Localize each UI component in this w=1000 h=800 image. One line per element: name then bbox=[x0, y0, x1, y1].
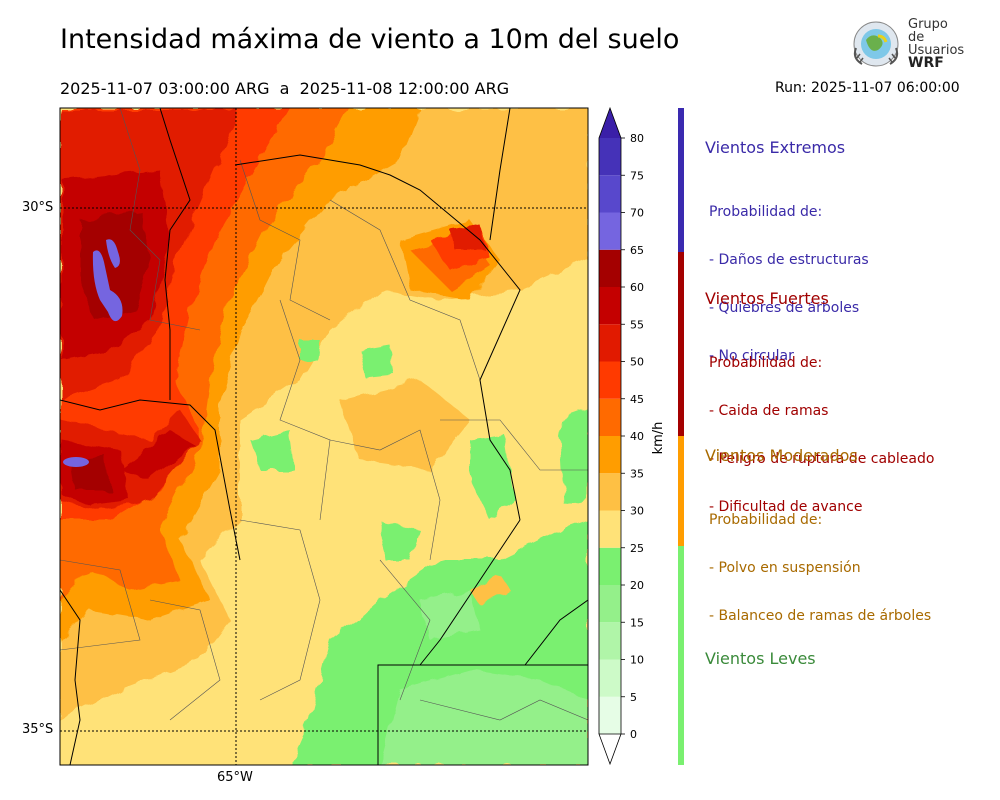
colorbar-extend-min bbox=[598, 733, 622, 766]
category-strong-body: Probabilidad de: - Caida de ramas - Peli… bbox=[709, 323, 934, 531]
logo-line-2: Usuarios bbox=[908, 43, 965, 58]
colorbar-tick-label: 10 bbox=[630, 654, 644, 667]
extreme-line: - Quiebres de árboles bbox=[709, 300, 860, 316]
colorbar-tick-label: 80 bbox=[630, 132, 644, 145]
colorbar-outline bbox=[598, 106, 622, 734]
colorbar-bin bbox=[599, 547, 621, 585]
colorbar-tick-label: 15 bbox=[630, 616, 644, 629]
map-frame bbox=[59, 107, 589, 766]
colorbar-bin bbox=[599, 212, 621, 250]
strip-moderate bbox=[678, 436, 684, 546]
extreme-line: - Daños de estructuras bbox=[709, 252, 869, 268]
category-extreme-title: Vientos Extremos bbox=[705, 138, 846, 157]
strong-line: Probabilidad de: bbox=[709, 355, 823, 371]
strip-strong bbox=[678, 252, 684, 436]
strong-line: - Caida de ramas bbox=[709, 403, 829, 419]
colorbar-tick-label: 70 bbox=[630, 207, 644, 220]
colorbar-tick-label: 40 bbox=[630, 430, 644, 443]
colorbar-bin bbox=[599, 659, 621, 697]
colorbar-tick-label: 30 bbox=[630, 505, 644, 518]
strip-extreme bbox=[678, 108, 684, 252]
colorbar-unit-label: km/h bbox=[651, 422, 666, 455]
department-boundaries bbox=[60, 108, 588, 721]
lat-label-35s: 35°S bbox=[22, 722, 54, 737]
strip-light bbox=[678, 546, 684, 765]
colorbar-bin bbox=[599, 473, 621, 511]
moderate-line: - Polvo en suspensión bbox=[709, 560, 861, 576]
colorbar-bin bbox=[599, 138, 621, 176]
colorbar-tick-label: 45 bbox=[630, 393, 644, 406]
logo-line-3: WRF bbox=[908, 55, 944, 71]
category-extreme-body: Probabilidad de: - Daños de estructuras … bbox=[709, 172, 869, 380]
run-time: Run: 2025-11-07 06:00:00 bbox=[775, 80, 960, 96]
colorbar-tick-label: 50 bbox=[630, 356, 644, 369]
strong-line: - Peligro de ruptura de cableado bbox=[709, 451, 935, 467]
forecast-period: 2025-11-07 03:00:00 ARG a 2025-11-08 12:… bbox=[60, 79, 510, 98]
lat-label-30s: 30°S bbox=[22, 200, 54, 215]
colorbar-bin bbox=[599, 249, 621, 287]
colorbar-bin bbox=[599, 585, 621, 623]
colorbar-tick-label: 55 bbox=[630, 318, 644, 331]
colorbar-tick-label: 75 bbox=[630, 169, 644, 182]
globe-logo-icon bbox=[853, 21, 899, 67]
colorbar-bin bbox=[599, 287, 621, 325]
category-strip bbox=[678, 108, 684, 765]
colorbar-bin bbox=[599, 324, 621, 362]
colorbar-tick-label: 65 bbox=[630, 244, 644, 257]
colorbar-extend-max bbox=[599, 108, 621, 138]
colorbar-tick-label: 60 bbox=[630, 281, 644, 294]
colorbar-tick-label: 25 bbox=[630, 542, 644, 555]
strong-line: - Dificultad de avance bbox=[709, 499, 863, 515]
colorbar-bin bbox=[599, 622, 621, 660]
colorbar-tick-label: 20 bbox=[630, 579, 644, 592]
category-moderate-body: Probabilidad de: - Polvo en suspensión -… bbox=[709, 480, 931, 640]
colorbar-bin bbox=[599, 175, 621, 213]
category-moderate-title: Vientos Moderados bbox=[705, 446, 858, 465]
colorbar-bin bbox=[599, 510, 621, 548]
colorbar-tick-label: 0 bbox=[630, 728, 637, 741]
page-title: Intensidad máxima de viento a 10m del su… bbox=[60, 24, 680, 55]
wrf-logo: Grupo de Usuarios WRF bbox=[848, 18, 968, 72]
moderate-line: - Balanceo de ramas de árboles bbox=[709, 608, 932, 624]
category-light-title: Vientos Leves bbox=[705, 649, 816, 668]
province-borders bbox=[60, 108, 588, 765]
colorbar-bin bbox=[599, 696, 621, 734]
colorbar-tick-label: 35 bbox=[630, 467, 644, 480]
colorbar-bin bbox=[599, 436, 621, 474]
moderate-line: Probabilidad de: bbox=[709, 512, 823, 528]
extreme-line: Probabilidad de: bbox=[709, 204, 823, 220]
lon-label-65w: 65°W bbox=[217, 770, 253, 785]
logo-line-1: Grupo de bbox=[908, 17, 948, 45]
extreme-line: - No circular bbox=[709, 348, 794, 364]
colorbar-tick-label: 5 bbox=[630, 691, 637, 704]
colorbar-bin bbox=[599, 398, 621, 436]
colorbar-bin bbox=[599, 361, 621, 399]
graticule bbox=[60, 108, 588, 765]
wind-field bbox=[60, 108, 588, 765]
category-strong-title: Vientos Fuertes bbox=[705, 289, 829, 308]
